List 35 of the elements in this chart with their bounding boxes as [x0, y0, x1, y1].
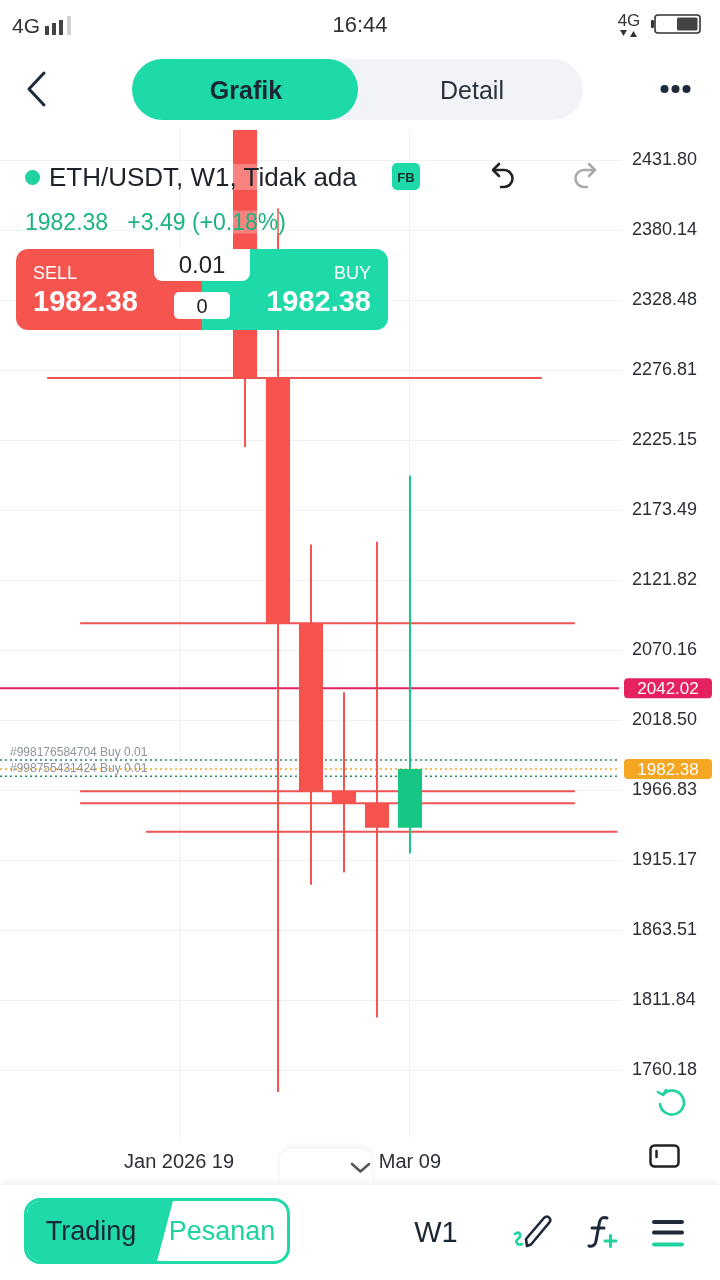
text: W1: [414, 1215, 458, 1248]
y-tick-label: 2328.48: [632, 289, 698, 310]
text: Grafik: [209, 75, 283, 104]
y-tick-label: 1760.18: [632, 1058, 698, 1079]
y-tick-label: 1966.83: [632, 779, 698, 800]
ref-line-label: #998176584704 Buy 0.01: [10, 745, 148, 759]
y-tick-label: 2121.82: [632, 569, 698, 590]
text: 4G: [12, 13, 41, 37]
y-tick-label: 2431.80: [632, 149, 698, 170]
y-tick-label: 2173.49: [632, 499, 698, 520]
x-tick-label: Mar 09: [378, 1149, 442, 1172]
annotation: 0: [196, 295, 208, 317]
text: 16:44: [332, 12, 388, 37]
text: Detail: [440, 75, 504, 104]
ref-line-label: 1982.38: [637, 759, 699, 779]
ref-line-label: #998755431424 Buy 0.01: [10, 761, 148, 776]
text: Pesanan: [168, 1215, 276, 1246]
x-tick-label: Jan 2026 19: [124, 1149, 235, 1172]
y-tick-label: 2018.50: [632, 709, 698, 729]
y-tick-label: 1863.51: [632, 918, 698, 939]
y-tick-label: 2225.15: [632, 429, 698, 450]
annotation: 1982.38: [266, 284, 371, 317]
y-tick-label: 2276.81: [632, 359, 698, 380]
y-tick-label: 2380.14: [632, 219, 698, 240]
annotation: FB: [397, 169, 415, 185]
text: 4G: [617, 10, 641, 30]
annotation: 1982.38: [33, 284, 138, 317]
annotation: SELL: [33, 263, 78, 283]
annotation: BUY: [333, 263, 371, 283]
y-tick-label: 2070.16: [632, 639, 698, 660]
y-tick-label: 1915.17: [632, 849, 698, 869]
ref-line-label: 2042.02: [637, 678, 699, 698]
y-tick-label: 1811.84: [632, 988, 696, 1009]
annotation: 0.01: [178, 251, 226, 278]
text: Trading: [45, 1215, 137, 1246]
